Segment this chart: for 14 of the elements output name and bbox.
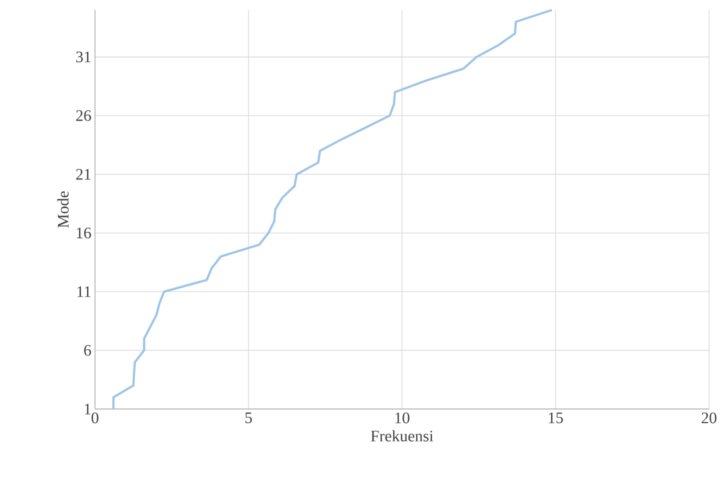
y-tick-label: 21 [76, 169, 91, 180]
y-axis-title: Mode [57, 191, 69, 228]
y-tick-label: 6 [84, 344, 91, 356]
y-tick-label: 26 [76, 110, 91, 121]
y-tick-label: 1 [84, 404, 91, 414]
y-tick-label: 11 [77, 286, 91, 297]
x-tick-label: 15 [548, 412, 563, 424]
x-tick-label: 5 [245, 412, 252, 424]
x-tick-label: 10 [395, 412, 410, 424]
x-axis-title: Frekuensi [370, 430, 434, 442]
y-tick-label: 16 [76, 228, 91, 238]
y-tick-label: 31 [76, 52, 91, 62]
x-tick-label: 20 [702, 412, 716, 424]
x-tick-label: 0 [92, 412, 98, 424]
